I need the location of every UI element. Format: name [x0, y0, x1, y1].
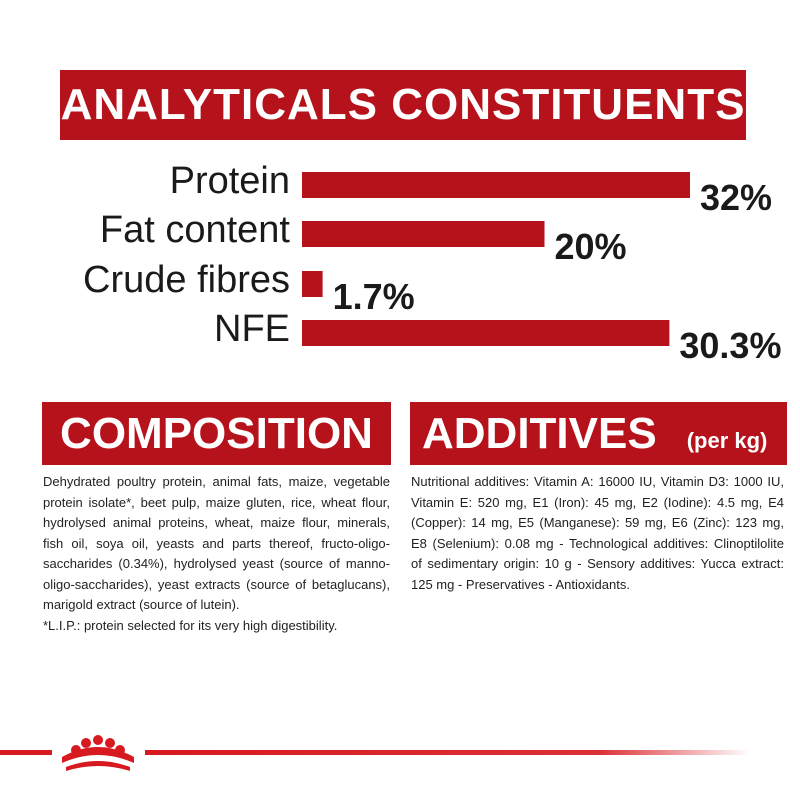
category-label: NFE: [214, 308, 290, 350]
additives-text: Nutritional additives: Vitamin A: 16000 …: [411, 474, 784, 592]
category-label: Crude fibres: [83, 259, 290, 301]
bar: [302, 271, 323, 297]
category-label: Fat content: [100, 209, 291, 251]
bar: [302, 221, 545, 247]
footer-line-right: [145, 750, 750, 755]
bar: [302, 172, 690, 198]
crown-icon: [62, 735, 134, 771]
constituents-chart: Protein 32% Fat content 20% Crude fibres 1.7%…: [83, 160, 781, 360]
category-label: Protein: [170, 160, 290, 202]
additives-title: ADDITIVES: [422, 408, 657, 458]
composition-text-block: Dehydrated poultry protein, animal fats,…: [43, 472, 390, 636]
footer-band: [0, 735, 750, 771]
value-label: 1.7%: [333, 276, 415, 317]
composition-title: COMPOSITION: [60, 408, 373, 458]
additives-subtitle: (per kg): [686, 427, 768, 453]
additives-text-block: Nutritional additives: Vitamin A: 16000 …: [411, 472, 784, 595]
composition-text: Dehydrated poultry protein, animal fats,…: [43, 474, 390, 612]
value-label: 32%: [700, 177, 772, 218]
page-title: ANALYTICALS CONSTITUENTS: [60, 80, 746, 129]
footer-line-left: [0, 750, 52, 755]
composition-footnote: *L.I.P.: protein selected for its very h…: [43, 617, 338, 633]
additives-banner: ADDITIVES (per kg): [410, 402, 787, 465]
value-label: 20%: [555, 226, 627, 267]
composition-banner: COMPOSITION: [42, 402, 391, 465]
value-label: 30.3%: [679, 325, 781, 360]
bar: [302, 320, 670, 346]
header-banner: ANALYTICALS CONSTITUENTS: [60, 70, 746, 140]
